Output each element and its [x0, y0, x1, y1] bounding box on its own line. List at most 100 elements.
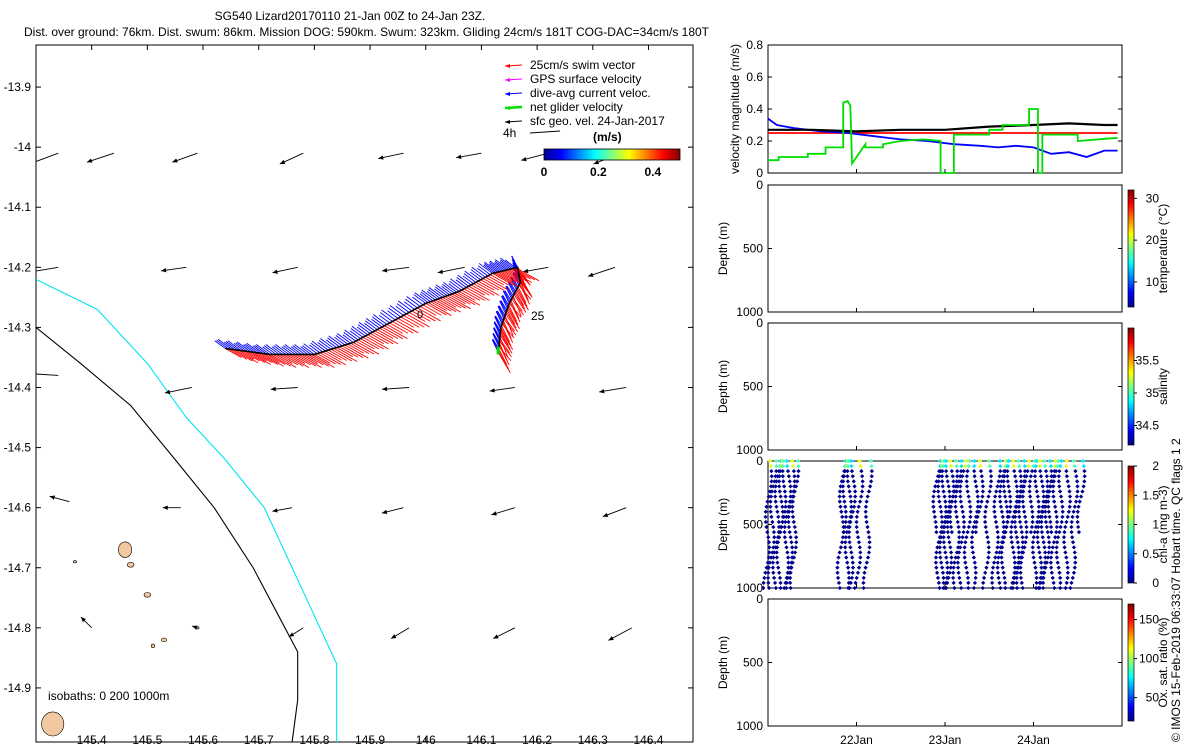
- chla-point: [1030, 550, 1036, 555]
- chla-point: [1046, 499, 1051, 504]
- chla-point: [764, 504, 769, 509]
- chla-point: [948, 524, 954, 530]
- chla-point: [992, 514, 998, 520]
- chla-point: [1082, 479, 1087, 484]
- chla-point: [836, 580, 842, 586]
- figure-title: SG540 Lizard20170110 21-Jan 00Z to 24-Ja…: [214, 9, 486, 23]
- chla-point: [1039, 565, 1044, 570]
- chla-point: [1028, 499, 1033, 504]
- swim-vector: [253, 351, 273, 364]
- chla-point: [841, 474, 847, 479]
- legend-label-gps: GPS surface velocity: [530, 72, 641, 86]
- chla-point: [849, 514, 854, 520]
- swim-vector: [282, 354, 304, 367]
- chla-point: [995, 535, 1001, 540]
- chla-point: [955, 484, 960, 489]
- chla-point: [763, 570, 768, 575]
- chla-point: [855, 535, 861, 540]
- chla-point: [988, 474, 994, 479]
- chla-point: [780, 519, 785, 525]
- chla-point: [1036, 524, 1041, 530]
- chla-point: [790, 499, 795, 504]
- chla-point: [769, 474, 774, 479]
- dac-vector: [503, 290, 511, 303]
- chla-point: [1022, 458, 1027, 464]
- colorbar-tick-label: 100: [1139, 652, 1159, 666]
- dac-vector: [292, 345, 306, 355]
- chla-point: [865, 524, 870, 530]
- chla-point: [973, 529, 978, 535]
- chla-point: [956, 524, 961, 530]
- dac-vector: [488, 263, 500, 272]
- sfc-velocity-arrow: [36, 371, 59, 377]
- chla-point: [852, 499, 857, 504]
- chla-point: [1053, 535, 1058, 540]
- chla-point: [987, 489, 992, 494]
- chla-point: [1029, 469, 1035, 474]
- chla-point: [995, 545, 1000, 550]
- chla-point: [1017, 463, 1022, 469]
- swim-vector: [256, 352, 279, 365]
- velocity-frame: [767, 44, 1123, 174]
- dac-vector: [499, 259, 513, 269]
- chla-point: [1002, 489, 1007, 494]
- chla-point: [980, 585, 985, 591]
- chla-point: [1075, 484, 1080, 489]
- swim-vector: [485, 276, 509, 291]
- chla-point: [995, 565, 1000, 570]
- chla-point: [1021, 504, 1026, 509]
- chla-point: [1046, 494, 1051, 499]
- legend-label-dac: dive-avg current veloc.: [530, 86, 651, 100]
- colorbar-tick-label: 1: [1152, 518, 1159, 532]
- dac-vector: [412, 296, 424, 306]
- dac-vector: [236, 341, 252, 353]
- chla-point: [835, 560, 840, 565]
- swim-vector: [344, 344, 369, 359]
- chla-point: [1001, 524, 1006, 530]
- swim-vector: [231, 348, 253, 362]
- map-x-tick-label: 145.7: [244, 733, 274, 747]
- chla-point: [939, 474, 945, 479]
- chla-point: [989, 575, 995, 580]
- sfc-velocity-arrow: [272, 507, 293, 513]
- chla-point: [858, 550, 863, 555]
- chla-point: [988, 484, 993, 489]
- colorbar-label: temperature (°C): [1156, 204, 1170, 294]
- chla-point: [1009, 524, 1014, 530]
- chla-point: [783, 540, 788, 545]
- swim-vector: [497, 352, 511, 374]
- chla-point: [964, 484, 970, 489]
- chla-point: [936, 489, 941, 494]
- chla-point: [1013, 509, 1018, 514]
- chla-point: [867, 535, 872, 540]
- chla-point: [774, 469, 779, 474]
- swim-vector: [279, 354, 299, 366]
- chla-point: [847, 524, 852, 530]
- chla-point: [1008, 499, 1013, 504]
- chla-point: [845, 560, 850, 565]
- chla-point: [790, 550, 795, 555]
- chla-point: [790, 514, 796, 520]
- dac-vector: [419, 293, 431, 303]
- chla-point: [1006, 484, 1011, 489]
- chla-point: [851, 504, 857, 509]
- chla-point: [838, 504, 843, 509]
- chla-point: [939, 519, 945, 525]
- swim-vector: [437, 298, 462, 313]
- chla-point: [1033, 479, 1038, 484]
- chla-point: [1067, 499, 1073, 504]
- chla-point: [1033, 565, 1038, 570]
- chla-point: [1009, 535, 1014, 540]
- chla-point: [965, 570, 970, 575]
- chla-point: [972, 580, 978, 586]
- chla-point: [846, 529, 852, 535]
- depth-panel-frame: [767, 460, 1123, 589]
- swim-vector: [269, 354, 291, 367]
- chla-point: [842, 469, 848, 474]
- chla-point: [841, 494, 846, 499]
- chla-point: [951, 570, 956, 575]
- chla-point: [1020, 585, 1025, 591]
- chla-point: [1014, 580, 1019, 586]
- dac-vector: [328, 335, 343, 347]
- dac-vector: [364, 320, 378, 330]
